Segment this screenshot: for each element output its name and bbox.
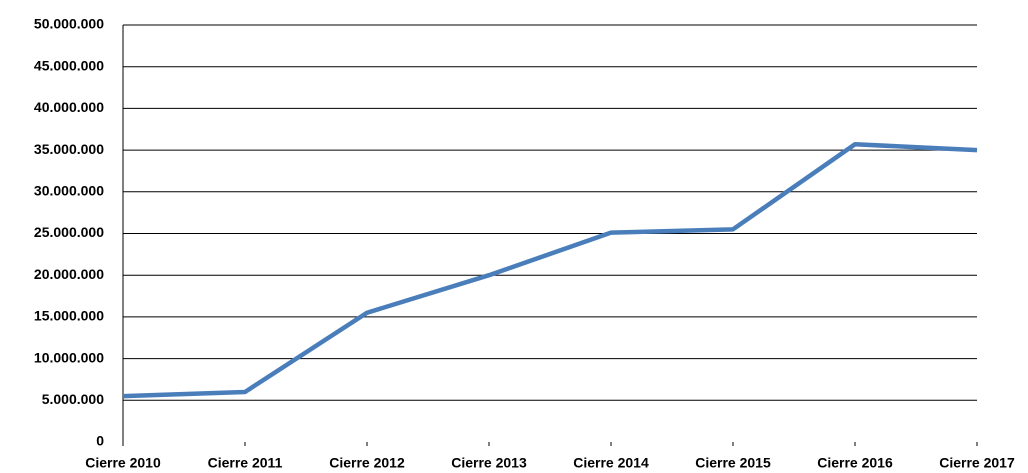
y-tick-label: 45.000.000 <box>34 57 104 73</box>
x-tick-label: Cierre 2011 <box>208 455 283 471</box>
y-tick-label: 10.000.000 <box>34 349 104 365</box>
y-tick-label: 0 <box>96 433 104 449</box>
x-tick-label: Cierre 2012 <box>329 455 405 471</box>
y-tick-label: 35.000.000 <box>34 141 104 157</box>
x-tick-label: Cierre 2014 <box>573 455 649 471</box>
y-tick-label: 40.000.000 <box>34 99 104 115</box>
y-tick-label: 20.000.000 <box>34 266 104 282</box>
x-tick-label: Cierre 2010 <box>85 455 161 471</box>
x-tick-label: Cierre 2013 <box>451 455 527 471</box>
x-tick-label: Cierre 2016 <box>817 455 893 471</box>
x-tick-label: Cierre 2015 <box>695 455 771 471</box>
y-tick-label: 15.000.000 <box>34 308 104 324</box>
y-tick-label: 30.000.000 <box>34 183 104 199</box>
data-line <box>122 142 978 399</box>
y-tick-label: 50.000.000 <box>34 16 104 32</box>
y-tick-label: 25.000.000 <box>34 224 104 240</box>
x-tick-label: Cierre 2017 <box>939 455 1015 471</box>
y-tick-label: 5.000.000 <box>42 391 104 407</box>
